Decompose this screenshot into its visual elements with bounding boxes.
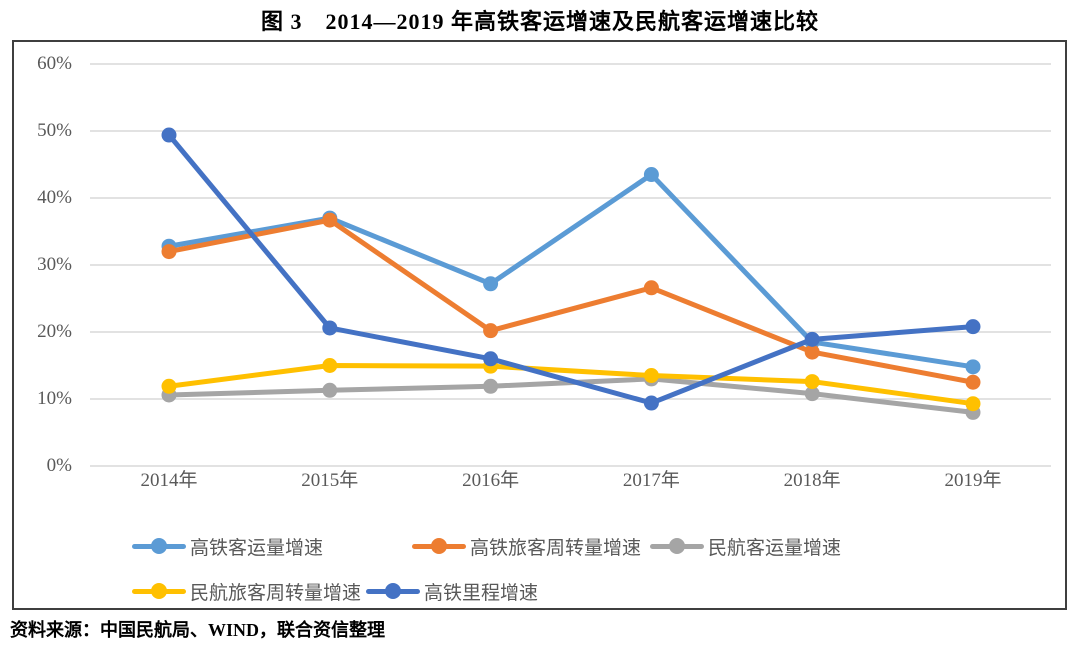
x-tick-label: 2019年: [944, 470, 1002, 491]
x-tick-label: 2016年: [462, 470, 520, 491]
series-line: [168, 217, 974, 385]
data-point: [322, 320, 338, 336]
y-tick-label: 10%: [37, 388, 72, 409]
data-point: [965, 319, 981, 335]
series-高铁旅客周转量增速: [161, 212, 981, 390]
data-point: [965, 374, 981, 390]
legend-label: 高铁里程增速: [424, 582, 539, 604]
data-point: [643, 280, 659, 296]
legend-marker-icon: [132, 582, 186, 600]
y-tick-label: 0%: [46, 455, 72, 476]
series-line: [168, 376, 974, 415]
x-tick-label: 2018年: [783, 470, 841, 491]
data-point: [643, 395, 659, 411]
data-point: [643, 368, 659, 384]
y-tick-label: 30%: [37, 254, 72, 275]
legend-marker-icon: [412, 537, 466, 555]
legend-dot: [385, 583, 401, 599]
y-tick-label: 20%: [37, 321, 72, 342]
legend-dot: [151, 538, 167, 554]
y-tick-label: 40%: [37, 187, 72, 208]
data-point: [804, 386, 820, 402]
data-point: [483, 276, 499, 292]
data-point: [322, 358, 338, 373]
legend-item: 高铁客运量增速: [132, 534, 324, 559]
legend-item: 高铁里程增速: [366, 579, 539, 604]
data-point: [804, 374, 820, 390]
data-point: [322, 212, 338, 228]
source-note: 资料来源：中国民航局、WIND，联合资信整理: [10, 620, 386, 640]
data-point: [483, 351, 499, 367]
legend-marker-icon: [132, 537, 186, 555]
line-chart-plot: [90, 63, 1051, 467]
data-point: [161, 127, 177, 143]
legend-marker-icon: [366, 582, 420, 600]
data-point: [965, 359, 981, 375]
legend-item: 民航客运量增速: [650, 534, 842, 559]
legend-dot: [431, 538, 447, 554]
series-高铁里程增速: [161, 127, 981, 411]
legend-label: 民航客运量增速: [708, 537, 842, 559]
data-point: [322, 382, 338, 398]
legend-dot: [669, 538, 685, 554]
series-line: [167, 133, 974, 406]
legend-marker-icon: [650, 537, 704, 555]
data-point: [483, 323, 499, 339]
data-point: [161, 378, 177, 394]
data-point: [804, 344, 820, 360]
legend-item: 高铁旅客周转量增速: [412, 534, 642, 559]
legend-label: 高铁旅客周转量增速: [470, 537, 642, 559]
legend-item: 民航旅客周转量增速: [132, 579, 362, 604]
chart-frame: 60% 50% 40% 30% 20% 10% 0% 2014年 2015年 2016年 2017…: [12, 40, 1067, 610]
series-line: [168, 172, 974, 370]
legend-label: 民航旅客周转量增速: [190, 582, 362, 604]
data-point: [161, 244, 177, 260]
y-tick-label: 60%: [37, 53, 72, 74]
legend-label: 高铁客运量增速: [190, 537, 324, 559]
x-tick-label: 2015年: [301, 470, 359, 491]
series-line: [168, 363, 974, 407]
x-tick-label: 2017年: [622, 470, 680, 491]
y-tick-label: 50%: [37, 120, 72, 141]
chart-title: 图 3 2014—2019 年高铁客运增速及民航客运增速比较: [260, 9, 819, 34]
legend-dot: [151, 583, 167, 599]
data-point: [965, 396, 981, 412]
data-point: [483, 378, 499, 394]
data-point: [804, 331, 820, 347]
data-point: [643, 167, 659, 183]
x-tick-label: 2014年: [140, 470, 198, 491]
